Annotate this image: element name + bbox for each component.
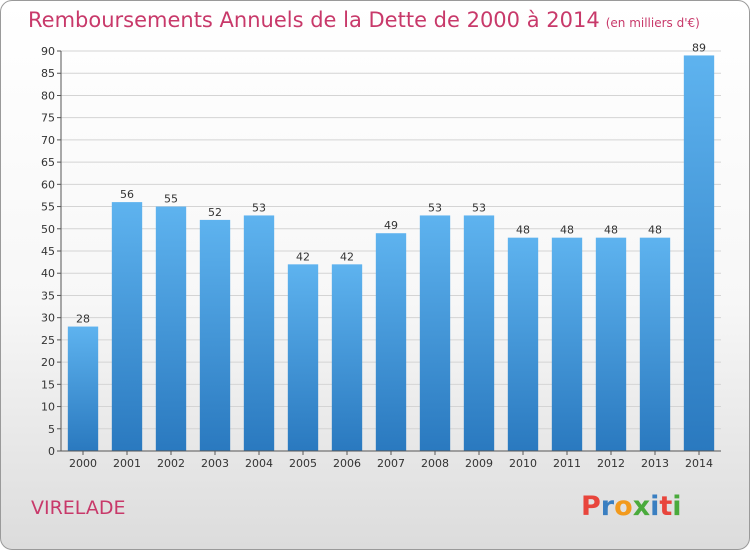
logo-letter: r bbox=[600, 491, 615, 522]
x-tick-label-2002: 2002 bbox=[157, 457, 185, 470]
x-tick-label-2001: 2001 bbox=[113, 457, 141, 470]
x-tick-label-2012: 2012 bbox=[597, 457, 625, 470]
value-label-2010: 48 bbox=[516, 224, 530, 237]
value-label-2002: 55 bbox=[164, 193, 178, 206]
y-tick-label: 40 bbox=[41, 267, 55, 280]
x-tick-label-2004: 2004 bbox=[245, 457, 273, 470]
bar-2000[interactable] bbox=[67, 326, 99, 451]
value-label-2008: 53 bbox=[428, 201, 442, 214]
x-tick-label-2011: 2011 bbox=[553, 457, 581, 470]
y-tick-label: 85 bbox=[41, 67, 55, 80]
value-label-2009: 53 bbox=[472, 201, 486, 214]
commune-name: VIRELADE bbox=[31, 497, 126, 519]
chart-title: Remboursements Annuels de la Dette de 20… bbox=[28, 8, 700, 32]
logo-letter: o bbox=[614, 491, 633, 522]
x-tick-label-2009: 2009 bbox=[465, 457, 493, 470]
y-tick-label: 0 bbox=[48, 445, 55, 458]
bar-2014[interactable] bbox=[683, 55, 715, 451]
value-label-2013: 48 bbox=[648, 224, 662, 237]
bar-2008[interactable] bbox=[419, 215, 451, 451]
y-tick-label: 20 bbox=[41, 356, 55, 369]
x-tick-label-2008: 2008 bbox=[421, 457, 449, 470]
axes: 0 5 10 15 20 25 30 35 40 45 50 55 60 65 70 75 80 85 90 2000… bbox=[41, 45, 721, 470]
bar-2005[interactable] bbox=[287, 264, 319, 451]
logo-letter: i bbox=[650, 491, 660, 522]
x-tick-label-2010: 2010 bbox=[509, 457, 537, 470]
y-tick-label: 65 bbox=[41, 156, 55, 169]
bar-2003[interactable] bbox=[199, 219, 231, 451]
x-tick-label-2000: 2000 bbox=[69, 457, 97, 470]
x-tick-label-2014: 2014 bbox=[685, 457, 713, 470]
bar-2002[interactable] bbox=[155, 206, 187, 451]
y-tick-label: 75 bbox=[41, 112, 55, 125]
y-tick-label: 60 bbox=[41, 178, 55, 191]
bar-2004[interactable] bbox=[243, 215, 275, 451]
y-tick-label: 70 bbox=[41, 134, 55, 147]
value-label-2003: 52 bbox=[208, 206, 222, 219]
bar-2007[interactable] bbox=[375, 233, 407, 451]
y-tick-label: 45 bbox=[41, 245, 55, 258]
bar-2010[interactable] bbox=[507, 237, 539, 451]
bars: 28 56 55 52 53 42 42 49 53 53 48 48 48 48 89 bbox=[67, 41, 715, 451]
value-label-2007: 49 bbox=[384, 219, 398, 232]
logo-letter: i bbox=[672, 491, 682, 522]
bar-2009[interactable] bbox=[463, 215, 495, 451]
x-tick-label-2007: 2007 bbox=[377, 457, 405, 470]
x-tick-label-2005: 2005 bbox=[289, 457, 317, 470]
chart-title-unit: (en milliers d'€) bbox=[605, 16, 700, 30]
x-tick-label-2006: 2006 bbox=[333, 457, 361, 470]
y-tick-label: 80 bbox=[41, 89, 55, 102]
x-tick-label-2003: 2003 bbox=[201, 457, 229, 470]
logo-letter: x bbox=[632, 491, 651, 522]
logo-letter: t bbox=[659, 491, 673, 522]
value-label-2000: 28 bbox=[76, 313, 90, 326]
value-label-2004: 53 bbox=[252, 201, 266, 214]
y-tick-label: 55 bbox=[41, 201, 55, 214]
logo-letter: P bbox=[581, 491, 601, 522]
x-tick-label-2013: 2013 bbox=[641, 457, 669, 470]
bar-2013[interactable] bbox=[639, 237, 671, 451]
bar-2006[interactable] bbox=[331, 264, 363, 451]
value-label-2001: 56 bbox=[120, 188, 134, 201]
chart-title-text: Remboursements Annuels de la Dette de 20… bbox=[28, 8, 600, 32]
y-tick-label: 50 bbox=[41, 223, 55, 236]
value-label-2011: 48 bbox=[560, 224, 574, 237]
value-label-2005: 42 bbox=[296, 250, 310, 263]
value-label-2012: 48 bbox=[604, 224, 618, 237]
y-tick-label: 5 bbox=[48, 423, 55, 436]
y-tick-label: 30 bbox=[41, 312, 55, 325]
y-tick-label: 90 bbox=[41, 45, 55, 58]
bar-2001[interactable] bbox=[111, 202, 143, 451]
bar-2012[interactable] bbox=[595, 237, 627, 451]
bar-2011[interactable] bbox=[551, 237, 583, 451]
y-tick-label: 10 bbox=[41, 401, 55, 414]
value-label-2006: 42 bbox=[340, 250, 354, 263]
y-tick-label: 35 bbox=[41, 289, 55, 302]
y-tick-label: 25 bbox=[41, 334, 55, 347]
y-tick-label: 15 bbox=[41, 378, 55, 391]
value-label-2014: 89 bbox=[692, 41, 706, 54]
proxiti-logo[interactable]: Proxiti bbox=[581, 491, 682, 522]
